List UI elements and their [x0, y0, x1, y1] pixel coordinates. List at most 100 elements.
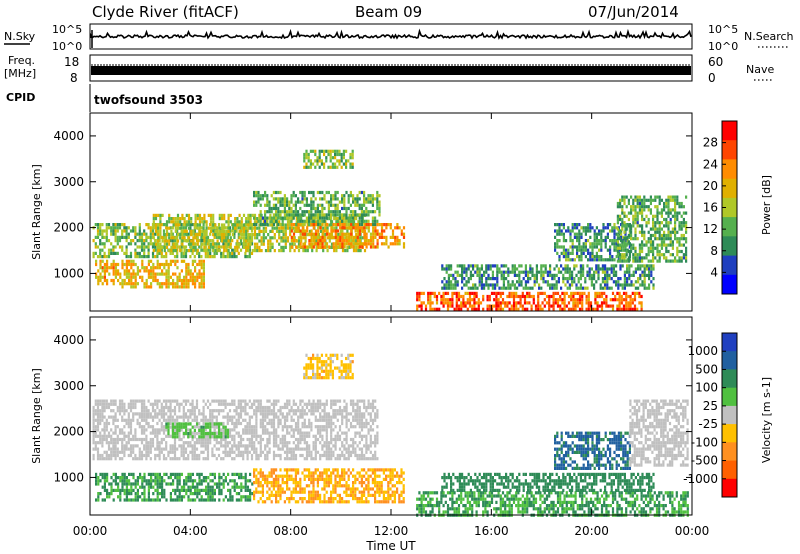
heatmap-cell: [213, 409, 216, 413]
heatmap-cell: [631, 291, 634, 295]
heatmap-cell: [204, 418, 207, 422]
heatmap-cell: [652, 286, 655, 290]
heatmap-cell: [676, 230, 679, 234]
heatmap-cell: [632, 243, 635, 247]
heatmap-cell: [280, 239, 283, 243]
heatmap-cell: [554, 242, 557, 246]
heatmap-cell: [567, 255, 570, 259]
heatmap-cell: [138, 412, 141, 416]
heatmap-cell: [202, 282, 205, 286]
heatmap-cell: [248, 421, 251, 426]
heatmap-cell: [284, 226, 287, 230]
heatmap-cell: [567, 301, 571, 305]
heatmap-cell: [105, 255, 108, 259]
heatmap-cell: [147, 412, 150, 416]
heatmap-cell: [196, 217, 199, 221]
heatmap-cell: [554, 301, 557, 305]
heatmap-cell: [292, 216, 295, 220]
heatmap-cell: [301, 190, 304, 195]
heatmap-cell: [138, 229, 141, 233]
heatmap-cell: [222, 409, 225, 413]
heatmap-cell: [361, 236, 364, 240]
heatmap-cell: [676, 211, 679, 215]
heatmap-cell: [645, 286, 648, 290]
heatmap-cell: [310, 242, 313, 246]
heatmap-cell: [257, 434, 260, 438]
heatmap-cell: [636, 291, 639, 295]
heatmap-cell: [220, 239, 224, 243]
heatmap-cell: [682, 243, 685, 247]
heatmap-cell: [116, 437, 119, 442]
heatmap-cell: [314, 229, 318, 233]
heatmap-cell: [609, 255, 612, 259]
heatmap-cell: [641, 224, 644, 228]
heatmap-cell: [623, 198, 626, 202]
heatmap-cell: [647, 217, 650, 222]
heatmap-cell: [588, 267, 591, 271]
heatmap-cell: [114, 418, 117, 422]
heatmap-cell: [174, 249, 177, 253]
heatmap-cell: [671, 230, 674, 234]
heatmap-cell: [493, 291, 496, 295]
heatmap-cell: [140, 248, 144, 252]
heatmap-cell: [580, 226, 583, 230]
heatmap-cell: [158, 441, 161, 445]
heatmap-cell: [242, 242, 246, 246]
heatmap-cell: [658, 233, 661, 238]
heatmap-cell: [185, 262, 188, 267]
heatmap-cell: [420, 304, 423, 308]
heatmap-cell: [367, 197, 370, 201]
heatmap-cell: [134, 262, 137, 267]
heatmap-cell: [112, 415, 115, 419]
heatmap-cell: [149, 447, 152, 451]
heatmap-cell: [140, 399, 144, 403]
heatmap-cell: [110, 437, 113, 442]
heatmap-cell: [610, 277, 613, 281]
heatmap-cell: [245, 229, 248, 233]
heatmap-cell: [611, 255, 614, 259]
heatmap-cell: [682, 211, 685, 215]
heatmap-cell: [500, 286, 503, 290]
heatmap-cell: [226, 441, 229, 445]
heatmap-cell: [578, 301, 582, 305]
heatmap-cell: [151, 226, 155, 230]
heatmap-cell: [180, 269, 183, 273]
heatmap-cell: [128, 272, 131, 276]
heatmap-cell: [682, 237, 685, 241]
heatmap-cell: [341, 213, 344, 217]
heatmap-cell: [200, 418, 203, 422]
heatmap-cell: [194, 242, 197, 246]
heatmap-cell: [602, 258, 605, 262]
heatmap-cell: [643, 267, 646, 271]
heatmap-cell: [145, 453, 148, 458]
heatmap-cell: [286, 203, 289, 207]
heatmap-cell: [167, 453, 170, 458]
heatmap-cell: [170, 236, 173, 240]
heatmap-cell: [442, 304, 445, 308]
heatmap-cell: [600, 291, 604, 295]
heatmap-cell: [255, 412, 258, 416]
heatmap-cell: [193, 409, 196, 413]
heatmap-cell: [369, 232, 373, 236]
heatmap-cell: [150, 275, 153, 279]
heatmap-cell: [258, 217, 261, 221]
heatmap-cell: [685, 230, 688, 234]
colorbar-tick-label: 16: [703, 201, 718, 215]
heatmap-cell: [206, 418, 210, 422]
heatmap-cell: [616, 259, 619, 263]
heatmap-cell: [310, 235, 313, 239]
heatmap-cell: [138, 399, 141, 403]
heatmap-cell: [256, 249, 259, 253]
heatmap-cell: [502, 283, 505, 287]
heatmap-cell: [624, 232, 627, 236]
heatmap-cell: [682, 205, 685, 209]
heatmap-cell: [549, 286, 552, 290]
heatmap-cell: [174, 242, 177, 246]
heatmap-cell: [499, 307, 502, 311]
heatmap-cell: [549, 273, 552, 277]
heatmap-cell: [589, 245, 592, 249]
heatmap-cell: [226, 421, 229, 426]
heatmap-cell: [176, 275, 179, 279]
heatmap-cell: [576, 248, 579, 252]
heatmap-cell: [283, 216, 286, 220]
